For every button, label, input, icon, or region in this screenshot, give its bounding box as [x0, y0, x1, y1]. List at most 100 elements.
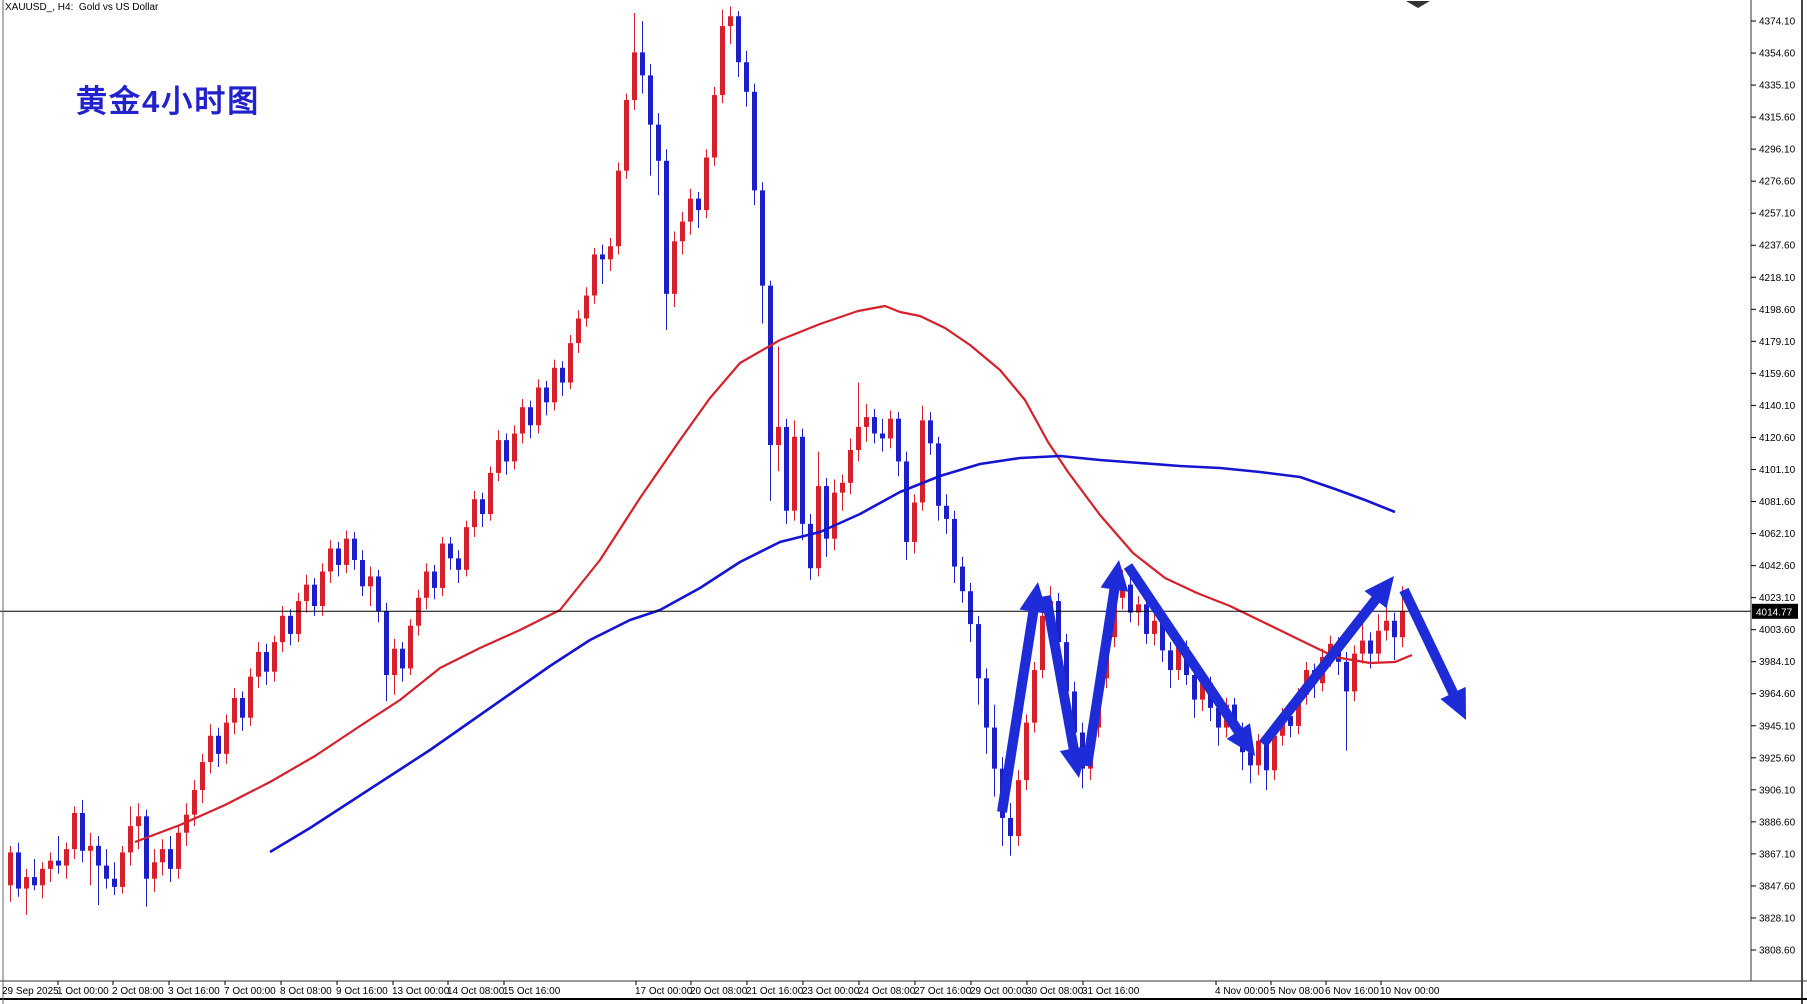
- candle-body-down: [1160, 620, 1165, 651]
- candle-body-down: [640, 52, 645, 76]
- candle-body-down: [360, 560, 365, 587]
- candle-body-down: [896, 418, 901, 462]
- candle-body-down: [736, 16, 741, 63]
- ma-slow-line: [269, 454, 1396, 854]
- candle-body-down: [1248, 752, 1253, 766]
- candle-body-up: [888, 418, 893, 439]
- price-tick-label: 4062.10: [1759, 529, 1796, 540]
- candle-body-up: [392, 648, 397, 675]
- current-price-badge-text: 4014.77: [1756, 607, 1793, 618]
- candle-body-up: [608, 246, 613, 260]
- candle-body-down: [1008, 817, 1013, 836]
- price-tick-label: 4023.10: [1759, 593, 1796, 604]
- candle-body-up: [840, 482, 845, 493]
- candle-body-up: [680, 221, 685, 242]
- trend-arrow-shaft: [1399, 587, 1461, 701]
- candle-body-up: [576, 318, 581, 344]
- candle-body-up: [1136, 604, 1141, 613]
- time-tick-label: 8 Oct 08:00: [280, 986, 332, 997]
- time-tick-label: 3 Oct 16:00: [168, 986, 220, 997]
- candle-body-down: [824, 486, 829, 539]
- candle-body-down: [560, 367, 565, 383]
- candle-body-up: [1384, 620, 1389, 631]
- candle-body-up: [920, 420, 925, 503]
- trend-arrow-head: [1440, 686, 1466, 720]
- candle-body-up: [120, 852, 125, 887]
- candle-body-up: [152, 862, 157, 879]
- time-tick-label: 14 Oct 08:00: [447, 986, 505, 997]
- candle-body-up: [1400, 611, 1405, 638]
- candle-body-down: [480, 499, 485, 515]
- candle-body-down: [656, 124, 661, 161]
- candle-body-up: [832, 492, 837, 539]
- candle-body-up: [584, 295, 589, 319]
- candle-body-up: [408, 625, 413, 669]
- candle-body-up: [512, 433, 517, 462]
- trend-arrow-shaft: [1041, 595, 1080, 756]
- candle-body-down: [56, 860, 61, 866]
- candle-body-down: [1192, 674, 1197, 700]
- price-tick-label: 4198.60: [1759, 305, 1796, 316]
- candle-body-up: [712, 95, 717, 158]
- candle-body-up: [912, 502, 917, 542]
- candle-body-up: [472, 499, 477, 528]
- candle-body-down: [984, 678, 989, 728]
- candle-body-down: [216, 735, 221, 754]
- price-tick-label: 4237.60: [1759, 241, 1796, 252]
- candle-body-down: [944, 505, 949, 519]
- price-tick-label: 4179.10: [1759, 337, 1796, 348]
- candle-body-up: [224, 722, 229, 754]
- candle-body-up: [1152, 620, 1157, 634]
- candle-body-up: [728, 16, 733, 27]
- candle-body-up: [520, 407, 525, 434]
- time-tick-label: 4 Nov 00:00: [1215, 986, 1269, 997]
- candle-body-down: [104, 865, 109, 879]
- time-tick-label: 2 Oct 08:00: [112, 986, 164, 997]
- price-tick-label: 3847.60: [1759, 881, 1796, 892]
- candle-body-up: [856, 426, 861, 450]
- candle-body-down: [312, 584, 317, 607]
- candle-body-down: [808, 523, 813, 569]
- candle-body-down: [32, 877, 37, 886]
- time-tick-label: 17 Oct 00:00: [635, 986, 693, 997]
- candle-body-down: [376, 576, 381, 611]
- candle-body-down: [1264, 740, 1269, 771]
- price-tick-label: 3925.60: [1759, 753, 1796, 764]
- candle-body-up: [320, 571, 325, 607]
- candle-body-up: [1024, 722, 1029, 781]
- candle-body-up: [488, 472, 493, 515]
- time-tick-label: 6 Nov 16:00: [1325, 986, 1379, 997]
- time-tick-label: 21 Oct 16:00: [746, 986, 804, 997]
- candle-body-down: [968, 591, 973, 625]
- candle-body-up: [592, 254, 597, 296]
- candle-body-down: [384, 610, 389, 675]
- candle-body-up: [48, 860, 53, 869]
- candle-body-down: [1064, 642, 1069, 692]
- candle-body-down: [336, 548, 341, 565]
- candle-body-up: [328, 548, 333, 572]
- price-tick-label: 4354.60: [1759, 49, 1796, 60]
- price-tick-label: 4159.60: [1759, 369, 1796, 380]
- candle-body-up: [24, 877, 29, 889]
- price-tick-label: 4257.10: [1759, 209, 1796, 220]
- candle-body-up: [1376, 630, 1381, 654]
- time-tick-label: 9 Oct 16:00: [336, 986, 388, 997]
- candle-body-down: [928, 420, 933, 444]
- candle-body-down: [144, 816, 149, 879]
- candle-body-up: [672, 241, 677, 294]
- candle-body-down: [1344, 661, 1349, 692]
- candle-body-down: [800, 436, 805, 524]
- trend-arrow-head: [1059, 745, 1088, 778]
- candle-body-down: [456, 558, 461, 570]
- candle-body-up: [1272, 735, 1277, 771]
- candle-body-down: [1072, 691, 1077, 733]
- time-tick-label: 20 Oct 08:00: [690, 986, 748, 997]
- candle-body-down: [112, 878, 117, 887]
- candle-body-down: [80, 812, 85, 851]
- time-tick-label: 30 Oct 08:00: [1026, 986, 1084, 997]
- candle-body-down: [976, 624, 981, 679]
- price-tick-label: 4335.10: [1759, 81, 1796, 92]
- time-tick-label: 13 Oct 00:00: [392, 986, 450, 997]
- candle-body-up: [552, 367, 557, 403]
